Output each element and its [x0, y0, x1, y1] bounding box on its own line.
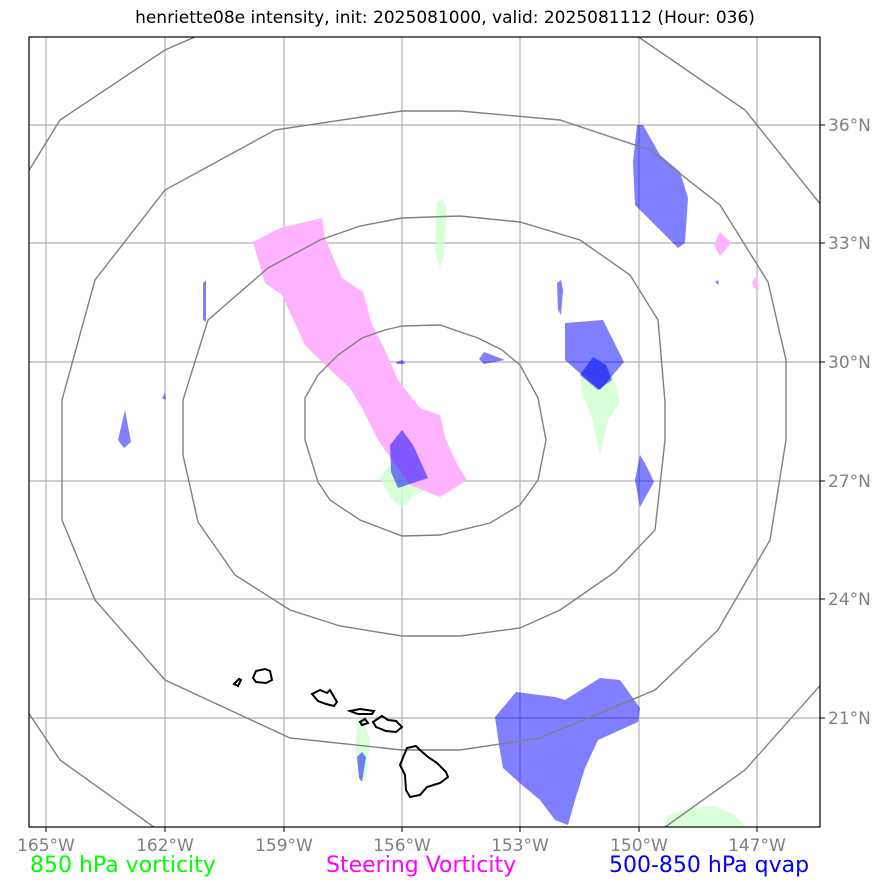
lon-label: 153°W: [491, 836, 549, 856]
qvap-area: [715, 280, 719, 285]
vorticity-850-area: [435, 198, 447, 268]
steering-vorticity-area: [253, 218, 467, 497]
lon-label: 159°W: [255, 836, 313, 856]
qvap-shading: [118, 125, 719, 825]
legend-qvap: 500-850 hPa qvap: [609, 853, 810, 878]
range-ring-3: [61, 110, 787, 751]
island-kauai: [251, 667, 274, 685]
qvap-area: [357, 752, 366, 782]
legend-850-hpa-vorticity: 850 hPa vorticity: [30, 853, 216, 878]
qvap-area: [396, 360, 405, 364]
lon-label: 156°W: [373, 836, 431, 856]
qvap-area: [580, 357, 612, 390]
range-ring-1: [304, 324, 547, 537]
qvap-area: [162, 393, 166, 400]
lat-label: 30°N: [828, 353, 871, 373]
island-lanai: [358, 717, 370, 727]
tick-marks: [45, 124, 825, 832]
island-oahu: [310, 688, 339, 708]
lon-label: 162°W: [136, 836, 194, 856]
qvap-area: [557, 280, 563, 315]
longitude-labels: 165°W 162°W 159°W 156°W 153°W 150°W 147°…: [17, 836, 786, 856]
map-frame: [28, 36, 821, 828]
qvap-area: [203, 280, 206, 322]
coastline: [232, 667, 450, 799]
lon-label: 147°W: [728, 836, 786, 856]
qvap-area: [390, 430, 428, 488]
steering-vorticity-area: [714, 232, 731, 256]
latitude-labels: 36°N 33°N 30°N 27°N 24°N 21°N: [828, 116, 871, 729]
lat-label: 27°N: [828, 472, 871, 492]
steering-vorticity-shading: [253, 218, 759, 497]
lat-label: 33°N: [828, 234, 871, 254]
range-ring-2: [182, 215, 666, 637]
lon-label: 165°W: [17, 836, 75, 856]
vorticity-850-area: [663, 806, 745, 827]
island-maui: [371, 714, 404, 734]
steering-vorticity-area: [752, 275, 759, 290]
chart-title: henriette08e intensity, init: 2025081000…: [135, 8, 755, 28]
qvap-area: [495, 678, 640, 825]
qvap-area: [635, 455, 654, 507]
lat-label: 36°N: [828, 116, 871, 136]
island-niihau: [232, 677, 243, 688]
island-molokai: [346, 707, 376, 715]
qvap-area: [479, 352, 505, 364]
lat-label: 21°N: [828, 709, 871, 729]
qvap-area: [118, 410, 131, 448]
lon-label: 150°W: [610, 836, 668, 856]
island-hawaii: [398, 744, 450, 799]
qvap-area: [565, 320, 624, 390]
qvap-area: [633, 125, 688, 248]
legend-steering-vorticity: Steering Vorticity: [326, 853, 517, 878]
lat-label: 24°N: [828, 590, 871, 610]
